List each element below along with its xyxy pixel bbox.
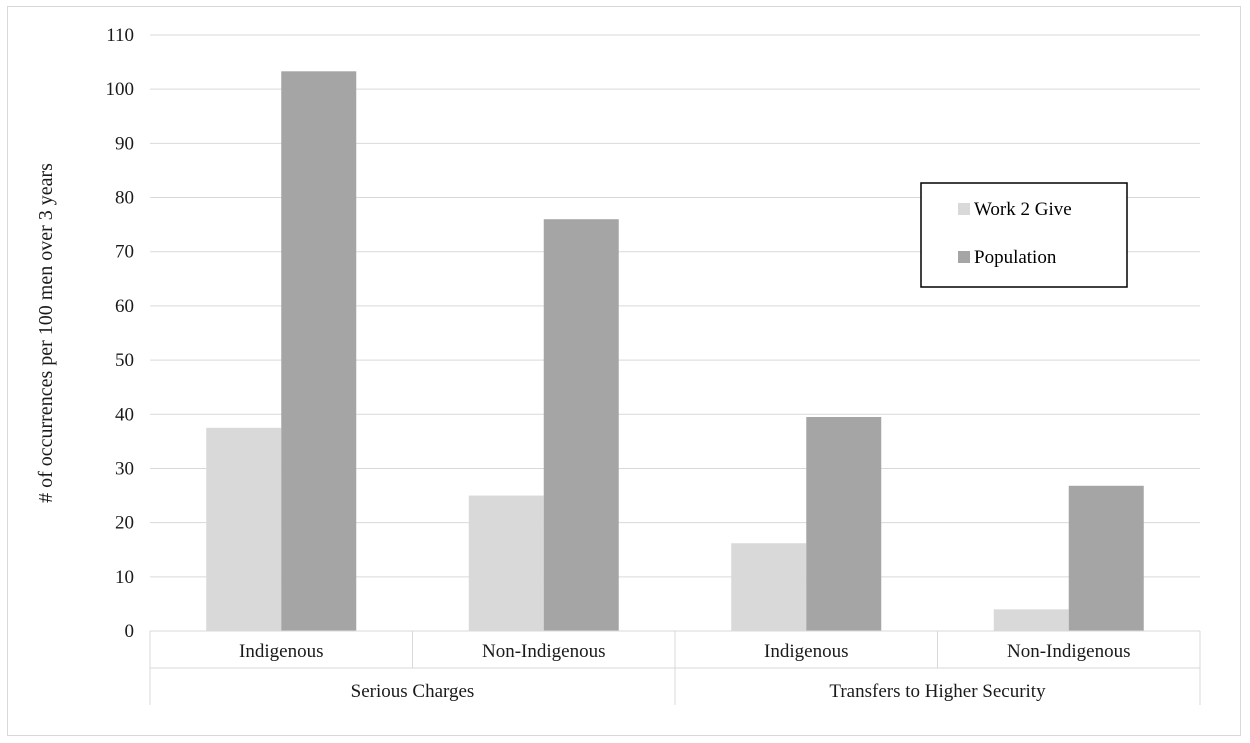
bar-population — [281, 71, 357, 631]
bar-work-2-give — [468, 495, 544, 631]
x-group-label: Serious Charges — [351, 681, 475, 702]
legend-label: Population — [974, 247, 1057, 268]
y-tick-label: 40 — [115, 404, 134, 425]
y-tick-label: 70 — [115, 242, 134, 263]
x-category-label: Non-Indigenous — [1007, 641, 1130, 662]
y-tick-label: 50 — [115, 350, 134, 371]
legend-label: Work 2 Give — [974, 199, 1072, 220]
y-tick-label: 20 — [115, 513, 134, 534]
bar-population — [1068, 485, 1144, 631]
y-tick-label: 110 — [106, 25, 134, 46]
x-category-label: Indigenous — [239, 641, 323, 662]
legend-box — [920, 182, 1128, 288]
x-group-label: Transfers to Higher Security — [829, 681, 1046, 702]
legend-swatch — [958, 251, 970, 263]
y-tick-label: 30 — [115, 458, 134, 479]
bar-work-2-give — [731, 543, 807, 631]
y-tick-label: 100 — [106, 79, 135, 100]
y-axis-tick-labels: 0 10 20 30 40 50 60 70 80 90 100 110 — [106, 25, 135, 642]
legend: Work 2 Give Population — [920, 182, 1128, 288]
y-tick-label: 90 — [115, 133, 134, 154]
bar-work-2-give — [206, 427, 282, 631]
y-tick-label: 10 — [115, 567, 134, 588]
legend-swatch — [958, 203, 970, 215]
x-category-label: Indigenous — [764, 641, 848, 662]
y-tick-label: 60 — [115, 296, 134, 317]
bar-work-2-give — [993, 609, 1069, 631]
y-tick-label: 80 — [115, 188, 134, 209]
x-category-label: Non-Indigenous — [482, 641, 605, 662]
y-axis-title: # of occurrences per 100 men over 3 year… — [35, 163, 57, 503]
y-tick-label: 0 — [125, 621, 135, 642]
x-axis: Indigenous Non-Indigenous Indigenous Non-In… — [149, 630, 1201, 705]
bar-population — [543, 219, 619, 631]
bar-population — [806, 416, 882, 631]
bars — [206, 71, 1144, 631]
